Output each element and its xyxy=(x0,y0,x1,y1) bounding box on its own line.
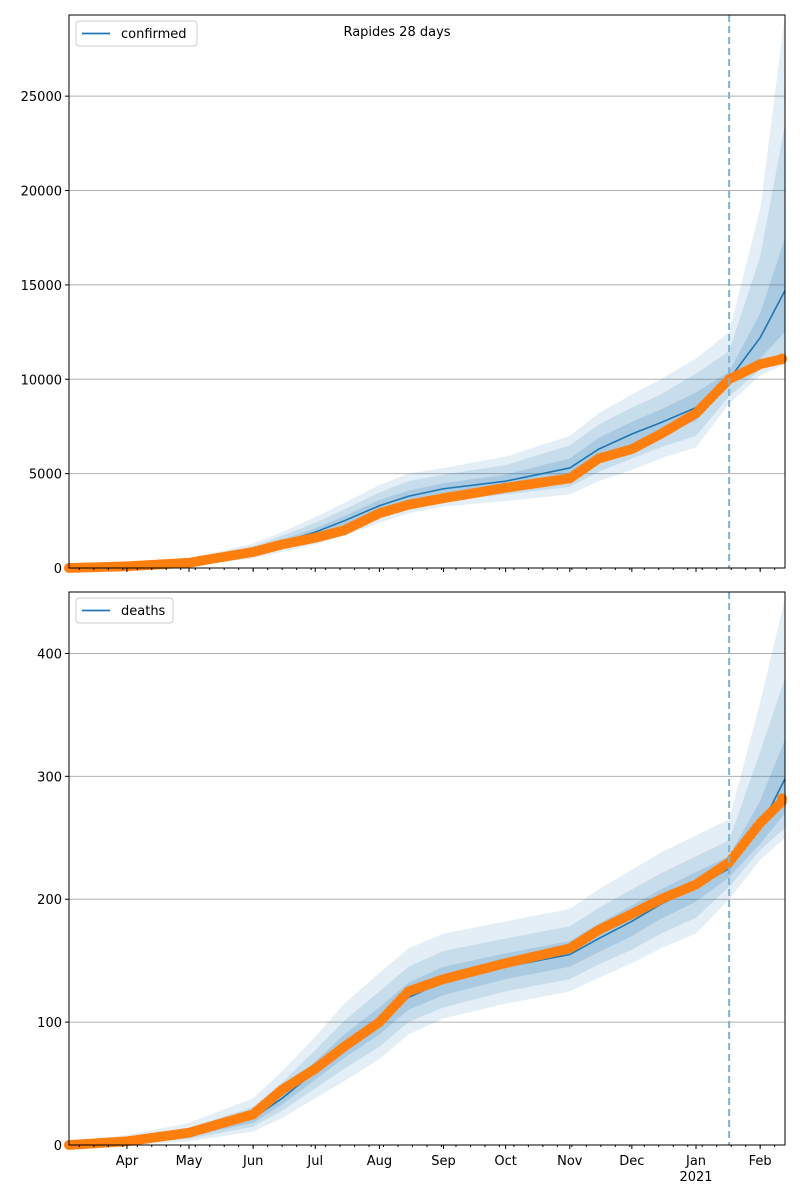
x-tick-label: Nov xyxy=(557,1154,583,1169)
x-tick-label: Jul xyxy=(306,1154,323,1169)
uncertainty-band-1 xyxy=(69,237,785,568)
y-tick-label: 15000 xyxy=(21,279,62,294)
x-tick-label: Dec xyxy=(619,1154,644,1169)
y-tick-label: 25000 xyxy=(21,90,62,105)
x-tick-label: Jun xyxy=(242,1154,263,1169)
uncertainty-band-2 xyxy=(69,678,785,1145)
y-tick-label: 200 xyxy=(37,893,62,908)
y-tick-label: 10000 xyxy=(21,373,62,388)
x-tick-label: 2021 xyxy=(679,1170,712,1185)
uncertainty-band-3 xyxy=(69,598,785,1145)
x-tick-label: Apr xyxy=(116,1154,139,1169)
legend: confirmed xyxy=(75,20,198,47)
legend-box xyxy=(75,597,174,624)
legend-label: confirmed xyxy=(121,27,187,42)
y-tick-label: 300 xyxy=(37,770,62,785)
y-tick-label: 0 xyxy=(54,562,62,577)
y-tick-label: 5000 xyxy=(29,468,62,483)
y-tick-label: 20000 xyxy=(21,185,62,200)
uncertainty-band-3 xyxy=(69,15,785,568)
panel-confirmed: 0 5000 10000 15000 20000 25000 confirmed Rapide… xyxy=(21,14,787,577)
legend-box xyxy=(75,20,198,47)
x-tick-label: May xyxy=(176,1154,203,1169)
y-tick-label: 400 xyxy=(37,647,62,662)
panel-deaths: 0 100 200 300 400 deaths Apr May Jun Jul Aug Sep Oct… xyxy=(37,591,787,1185)
legend: deaths xyxy=(75,597,174,624)
chart-title: Rapides 28 days xyxy=(343,25,450,40)
x-tick-label: Aug xyxy=(367,1154,392,1169)
x-tick-label: Sep xyxy=(431,1154,456,1169)
x-tick-label: Jan xyxy=(685,1154,706,1169)
y-tick-label: 0 xyxy=(54,1139,62,1154)
x-tick-label: Feb xyxy=(749,1154,772,1169)
y-tick-label: 100 xyxy=(37,1016,62,1031)
x-tick-label: Oct xyxy=(494,1154,516,1169)
legend-label: deaths xyxy=(121,604,166,619)
